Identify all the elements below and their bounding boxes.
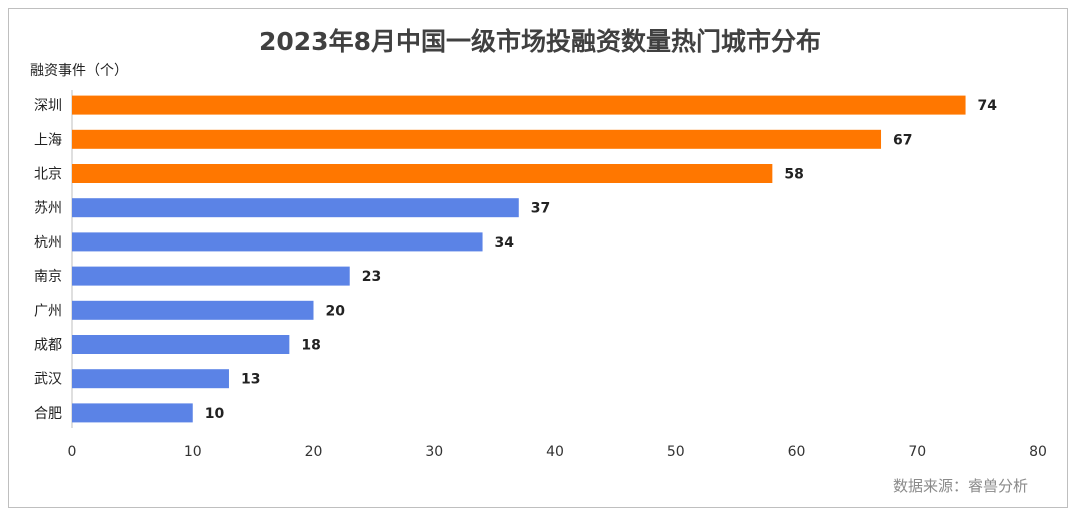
x-tick-label: 50 [667,444,685,460]
x-tick-label: 80 [1029,444,1047,460]
data-label: 37 [531,201,550,217]
x-tick-label: 40 [546,444,564,460]
category-label: 深圳 [34,98,62,114]
category-label: 合肥 [34,406,62,422]
x-tick-label: 10 [184,444,202,460]
bar-2 [72,129,882,149]
x-tick-label: 70 [908,444,926,460]
category-label: 武汉 [34,372,62,388]
data-source-note: 数据来源：睿兽分析 [892,477,1028,495]
category-label: 杭州 [34,235,62,251]
chart-title: 2023年8月中国一级市场投融资数量热门城市分布 [259,27,821,56]
x-tick-label: 20 [305,444,323,460]
category-label: 上海 [34,132,62,148]
x-tick-label: 30 [425,444,443,460]
category-label: 成都 [34,338,62,354]
data-label: 74 [978,98,998,114]
category-label: 北京 [34,167,62,183]
chart-frame [8,8,1068,508]
bar-6 [72,266,350,286]
bar-3 [72,164,773,183]
bar-5 [72,232,483,252]
bar-9 [72,369,229,389]
data-label: 34 [495,235,515,251]
bar-4 [72,198,519,218]
x-tick-label: 60 [788,444,806,460]
data-label: 18 [301,338,320,354]
data-label: 58 [784,167,803,183]
category-label: 广州 [34,303,62,319]
category-label: 苏州 [34,201,62,217]
bar-10 [72,403,193,423]
bar-8 [72,335,290,354]
data-label: 10 [205,406,225,422]
data-label: 67 [893,132,912,148]
y-axis-label: 融资事件（个） [30,63,128,79]
x-tick-label: 0 [68,444,77,460]
data-label: 23 [362,269,381,285]
data-label: 13 [241,372,260,388]
data-label: 20 [326,303,346,319]
bar-7 [72,300,314,320]
bar-1 [72,95,966,115]
category-label: 南京 [34,269,62,285]
